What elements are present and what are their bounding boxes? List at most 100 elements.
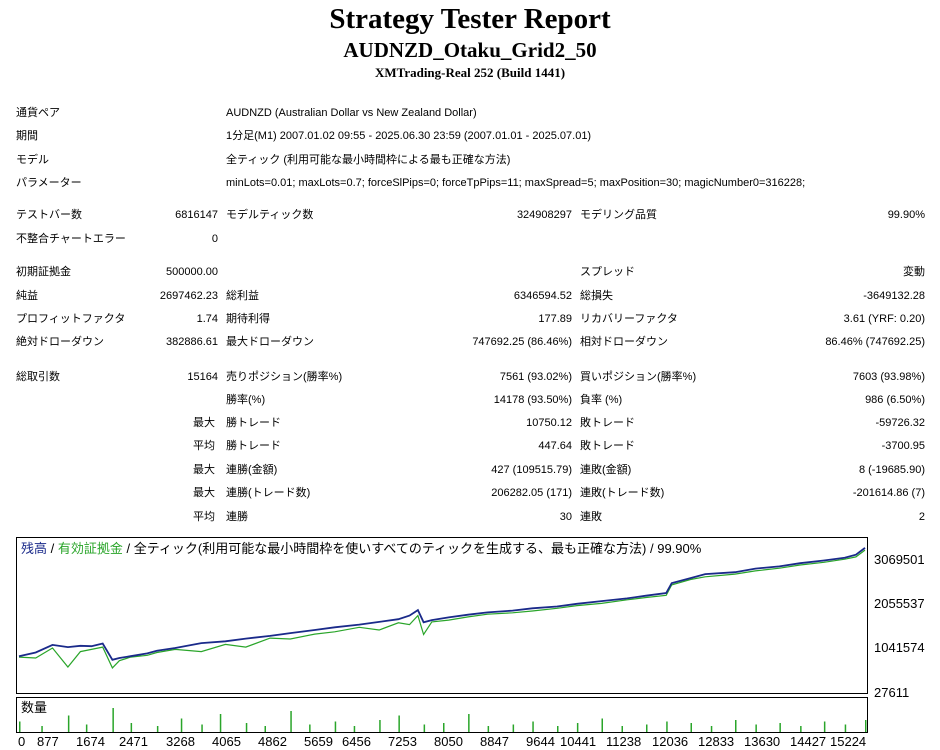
quality-value: 99.90%: [887, 209, 925, 221]
result-row-deposit: 初期証拠金 500000.00 スプレッド 変動: [0, 262, 940, 282]
abs-drawdown-label: 絶対ドローダウン: [16, 336, 104, 348]
settings-row-model: モデル 全ティック (利用可能な最小時間枠による最も正確な方法): [0, 150, 940, 170]
y-tick-label: 27611: [874, 685, 910, 700]
result-row-dd: 絶対ドローダウン 382886.61 最大ドローダウン 747692.25 (8…: [0, 332, 940, 352]
chart-legend: 残高 / 有効証拠金 / 全ティック(利用可能な最小時間枠を使いすべてのティック…: [21, 540, 701, 557]
volume-bar: [710, 726, 713, 732]
volume-bar: [576, 723, 579, 732]
x-tick-label: 6456: [342, 734, 371, 749]
ticks-label: モデルティック数: [226, 209, 314, 221]
trade-row-average: 平均 勝トレード 447.64 敗トレード -3700.95: [0, 436, 940, 456]
x-tick-label: 14427: [790, 734, 827, 749]
avg-loss-value: -3700.95: [881, 440, 925, 452]
gross-loss-label: 総損失: [580, 290, 613, 302]
spread-label: スプレッド: [580, 266, 635, 278]
largest-win-value: 10750.12: [526, 417, 572, 429]
expected-payoff-label: 期待利得: [226, 313, 270, 325]
period-label: 期間: [16, 130, 38, 142]
x-tick-label: 4862: [258, 734, 287, 749]
x-tick-label: 15224: [830, 734, 867, 749]
expected-payoff-value: 177.89: [538, 313, 572, 325]
avg-loss-label: 敗トレード: [580, 440, 635, 452]
max-cons-loss-value: -201614.86 (7): [852, 487, 925, 499]
period-value: 1分足(M1) 2007.01.02 09:55 - 2025.06.30 23…: [226, 130, 592, 142]
win-rate-value: 14178 (93.50%): [493, 394, 572, 406]
volume-bar: [41, 726, 43, 732]
x-tick-label: 8847: [480, 734, 509, 749]
avg-cons-wins-value: 30: [559, 511, 572, 523]
trade-row-winrate: 勝率(%) 14178 (93.50%) 負率 (%) 986 (6.50%): [0, 390, 940, 410]
avg-cons-wins-label: 連勝: [226, 511, 248, 523]
model-label: モデル: [16, 154, 49, 166]
x-tick-label: 12036: [652, 734, 689, 749]
volume-bar: [290, 711, 292, 732]
volume-bar: [112, 708, 114, 732]
average-prefix: 平均: [193, 440, 215, 452]
recovery-factor-label: リカバリーファクタ: [580, 313, 678, 325]
max-cons-losses-label: 連敗(金額): [580, 464, 632, 476]
short-positions-label: 売りポジション(勝率%): [226, 371, 343, 383]
x-tick-label: 9644: [526, 734, 555, 749]
volume-bar: [156, 726, 159, 732]
volume-bar: [532, 721, 534, 732]
max-cons-wins-value: 427 (109515.79): [491, 464, 572, 476]
max-cons-prefix: 最大: [193, 464, 215, 476]
params-label: パラメーター: [16, 177, 82, 189]
long-positions-label: 買いポジション(勝率%): [580, 371, 697, 383]
volume-bar: [666, 721, 668, 732]
volume-chart: 数量: [16, 697, 868, 733]
symbol-label: 通貨ペア: [16, 107, 60, 119]
profit-factor-label: プロフィットファクタ: [16, 313, 126, 325]
volume-bar: [512, 724, 515, 732]
x-tick-label: 3268: [166, 734, 195, 749]
x-tick-label: 7253: [388, 734, 417, 749]
volume-bar: [800, 726, 802, 732]
legend-equity: 有効証拠金: [57, 541, 123, 556]
volume-bar: [379, 720, 381, 732]
bars-value: 6816147: [175, 209, 218, 221]
settings-row-period: 期間 1分足(M1) 2007.01.02 09:55 - 2025.06.30…: [0, 126, 940, 146]
balance-line: [18, 547, 866, 661]
balance-chart: 残高 / 有効証拠金 / 全ティック(利用可能な最小時間枠を使いすべてのティック…: [16, 537, 868, 694]
x-tick-label: 1674: [76, 734, 105, 749]
rel-drawdown-value: 86.46% (747692.25): [825, 336, 925, 348]
avg-win-label: 勝トレード: [226, 440, 281, 452]
volume-bar: [245, 723, 248, 732]
max-cons-profit-label: 連勝(トレード数): [226, 487, 311, 499]
volume-bar: [557, 726, 559, 732]
volume-bar: [201, 724, 203, 732]
params-value: minLots=0.01; maxLots=0.7; forceSlPips=0…: [226, 177, 806, 189]
result-row-pf: プロフィットファクタ 1.74 期待利得 177.89 リカバリーファクタ 3.…: [0, 309, 940, 329]
max-cons-loss-label: 連敗(トレード数): [580, 487, 665, 499]
largest-loss-label: 敗トレード: [580, 417, 635, 429]
net-profit-value: 2697462.23: [159, 290, 218, 302]
largest-prefix: 最大: [193, 417, 215, 429]
max-drawdown-value: 747692.25 (86.46%): [472, 336, 572, 348]
server-info: XMTrading-Real 252 (Build 1441): [374, 65, 566, 80]
volume-bar: [487, 726, 490, 732]
test-row-bars: テストバー数 6816147 モデルティック数 324908297 モデリング品…: [0, 205, 940, 225]
volume-bar: [309, 724, 311, 732]
volume-bar: [779, 723, 781, 732]
errors-label: 不整合チャートエラー: [16, 233, 126, 245]
volume-bar: [755, 724, 757, 732]
quality-label: モデリング品質: [580, 209, 657, 221]
profit-factor-value: 1.74: [196, 313, 218, 325]
trade-row-largest: 最大 勝トレード 10750.12 敗トレード -59726.32: [0, 413, 940, 433]
volume-bar: [67, 715, 70, 732]
volume-bar: [823, 721, 826, 732]
y-tick-label: 2055537: [874, 596, 925, 611]
volume-bar: [423, 724, 426, 732]
settings-row-params: パラメーター minLots=0.01; maxLots=0.7; forceS…: [0, 173, 940, 193]
gross-profit-label: 総利益: [226, 290, 259, 302]
volume-bar: [601, 718, 603, 732]
volume-bar: [443, 723, 445, 732]
y-tick-label: 1041574: [874, 640, 925, 655]
volume-bar: [865, 720, 867, 732]
win-rate-label: 勝率(%): [226, 394, 266, 406]
volume-chart-plot: [19, 708, 867, 732]
gross-profit-value: 6346594.52: [513, 290, 572, 302]
max-drawdown-label: 最大ドローダウン: [226, 336, 314, 348]
trade-row-total: 総取引数 15164 売りポジション(勝率%) 7561 (93.02%) 買い…: [0, 367, 940, 387]
legend-description: / 全ティック(利用可能な最小時間枠を使いすべてのティックを生成する、最も正確な…: [122, 541, 702, 556]
